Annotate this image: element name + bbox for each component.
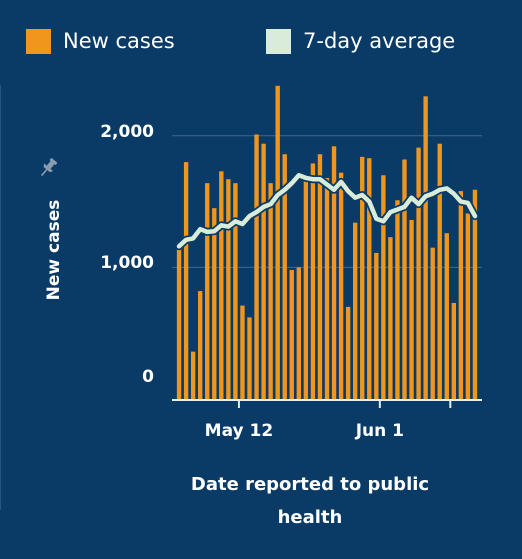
- y-tick-label: 0: [142, 367, 154, 387]
- bar: [472, 189, 478, 399]
- panel-divider: [0, 85, 1, 510]
- bar: [254, 134, 259, 399]
- bar: [367, 158, 372, 399]
- x-tick-label: May 12: [204, 421, 274, 441]
- bar: [437, 143, 442, 399]
- bar: [451, 302, 457, 399]
- bar: [310, 163, 316, 399]
- bar: [190, 351, 196, 399]
- bar: [183, 162, 189, 399]
- bar: [465, 213, 471, 399]
- y-tick-label: 2,000: [100, 121, 154, 142]
- x-axis-label: Date reported to public health: [190, 474, 430, 528]
- bar: [268, 183, 273, 399]
- bar: [205, 183, 210, 399]
- legend-item-new-cases: New cases: [26, 26, 175, 56]
- bar: [324, 177, 330, 399]
- bar: [381, 175, 386, 399]
- chart-legend: New cases 7-day average: [26, 26, 496, 56]
- legend-item-7-day-average: 7-day average: [266, 26, 455, 56]
- bar: [261, 143, 266, 399]
- bar: [247, 317, 252, 399]
- bar: [458, 191, 464, 399]
- bar: [233, 183, 238, 399]
- bar: [338, 172, 344, 399]
- y-tick-label: 1,000: [100, 253, 154, 274]
- bar: [409, 220, 414, 399]
- bar: [416, 147, 421, 399]
- bar: [282, 154, 287, 399]
- bar: [395, 200, 400, 399]
- bar: [296, 267, 302, 399]
- legend-swatch-7-day-average: [266, 28, 291, 54]
- bar: [303, 175, 309, 399]
- bar: [345, 306, 351, 399]
- bar: [275, 85, 280, 400]
- bar: [226, 179, 231, 399]
- bar: [352, 222, 358, 399]
- x-tick-label: Jun 1: [355, 421, 404, 441]
- bar: [219, 171, 224, 399]
- bar: [374, 252, 379, 399]
- bar: [289, 270, 294, 399]
- bar: [360, 156, 365, 399]
- bar: [444, 233, 449, 399]
- bar-series-new-cases: [176, 85, 478, 400]
- bar: [402, 159, 407, 399]
- legend-swatch-new-cases: [26, 28, 51, 54]
- bar: [212, 208, 217, 399]
- x-axis: [172, 399, 482, 408]
- bar: [240, 305, 245, 399]
- bar: [430, 247, 435, 399]
- legend-label-7-day-average: 7-day average: [303, 29, 456, 53]
- average-line: [176, 173, 478, 249]
- bar: [388, 237, 393, 399]
- pin-icon[interactable]: [36, 156, 60, 180]
- bar: [423, 96, 428, 399]
- bar: [176, 242, 182, 399]
- bar: [317, 154, 323, 399]
- bar: [331, 146, 337, 399]
- legend-label-new-cases: New cases: [63, 29, 175, 53]
- bar: [197, 291, 203, 399]
- line-series-7-day-average: [175, 171, 479, 251]
